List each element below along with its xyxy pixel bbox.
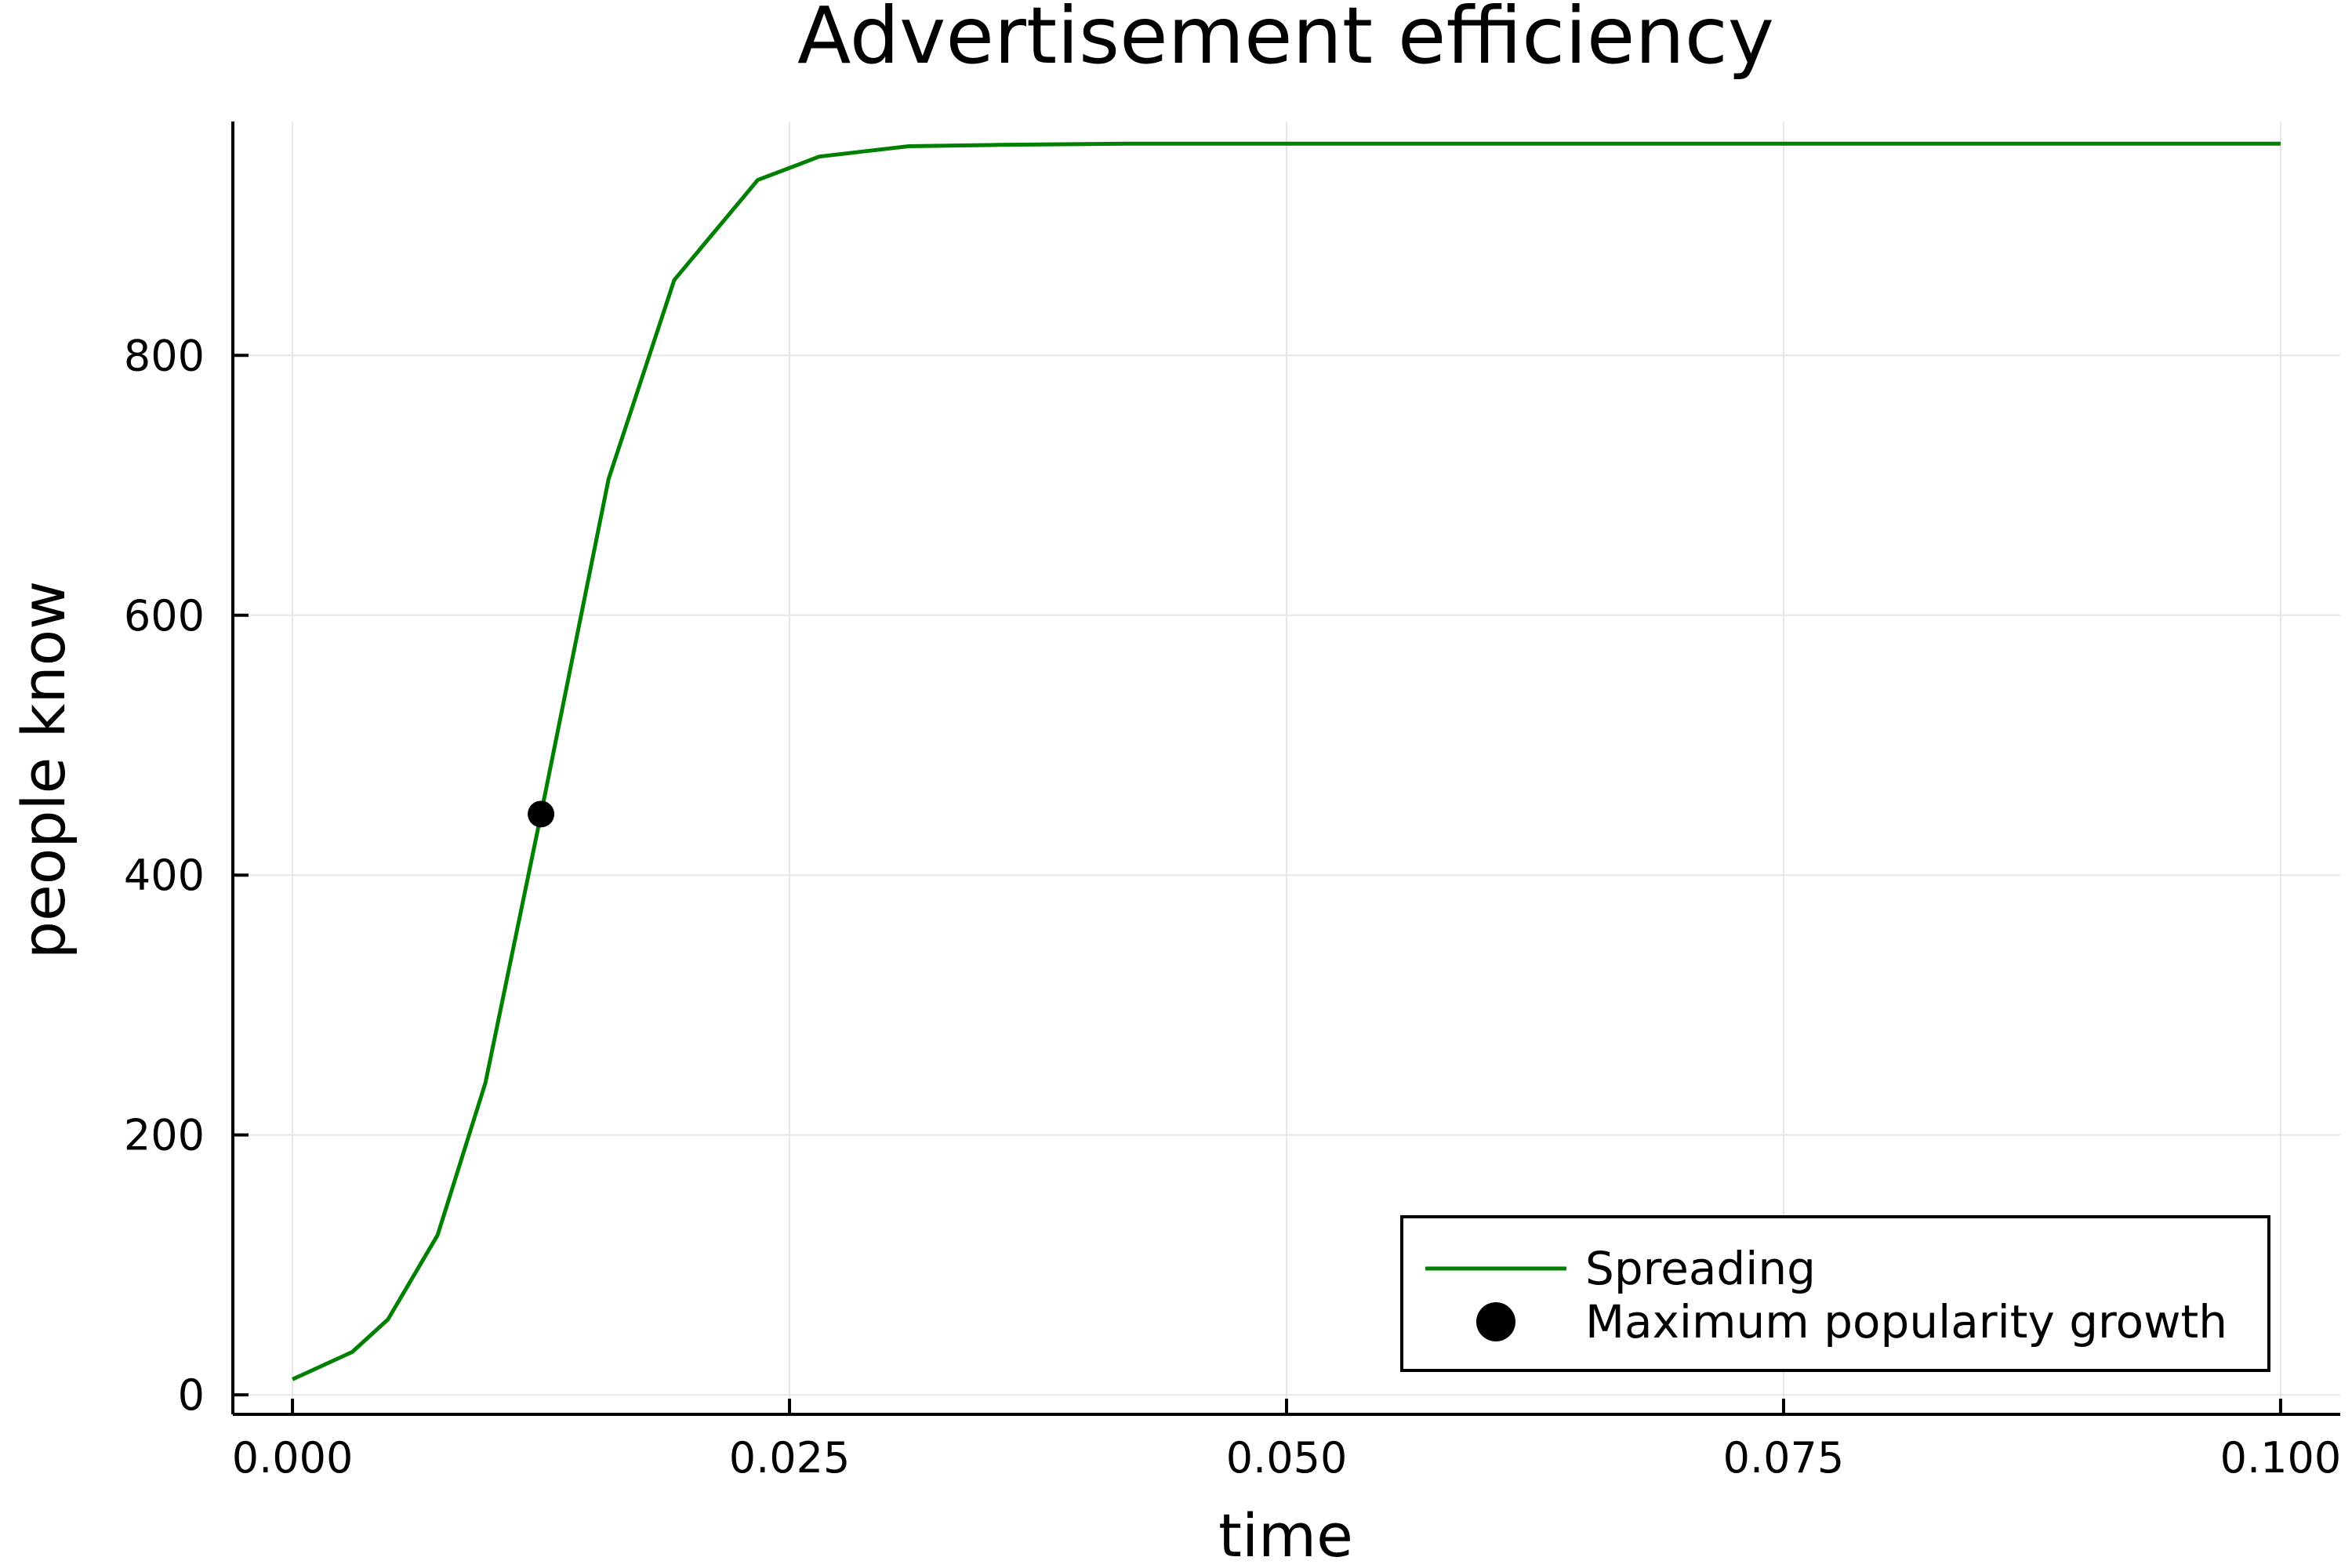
legend-box [1400, 1215, 2270, 1372]
legend-label-maximum: Maximum popularity growth [1585, 1295, 2227, 1348]
series [292, 141, 2281, 1381]
y-tick-label-1: 200 [124, 1111, 205, 1160]
x-tick-label-1: 0.025 [729, 1433, 851, 1483]
max-growth-point-0 [528, 800, 555, 828]
series-line-spreading [292, 141, 2281, 1381]
y-tick-label-0: 0 [178, 1370, 205, 1420]
x-tick-label-4: 0.100 [2220, 1433, 2342, 1483]
legend-marker-swatch [1476, 1302, 1515, 1341]
chart-title: Advertisement efficiency [797, 0, 1774, 82]
x-tick-label-0: 0.000 [232, 1433, 354, 1483]
y-tick-label-2: 400 [124, 851, 205, 900]
y-tick-label-4: 800 [124, 331, 205, 380]
y-ticks: 0 200 400 600 800 [124, 331, 249, 1420]
legend-label-spreading: Spreading [1585, 1242, 1816, 1295]
legend: Spreading Maximum popularity growth [1400, 1215, 2270, 1372]
grid [233, 122, 2340, 1414]
x-axis-label: time [1218, 1501, 1353, 1568]
y-axis-label: people know [9, 581, 78, 960]
x-ticks: 0.000 0.025 0.050 0.075 0.100 [232, 1399, 2341, 1483]
y-tick-label-3: 600 [124, 591, 205, 641]
x-tick-label-3: 0.075 [1723, 1433, 1845, 1483]
x-tick-label-2: 0.050 [1226, 1433, 1348, 1483]
